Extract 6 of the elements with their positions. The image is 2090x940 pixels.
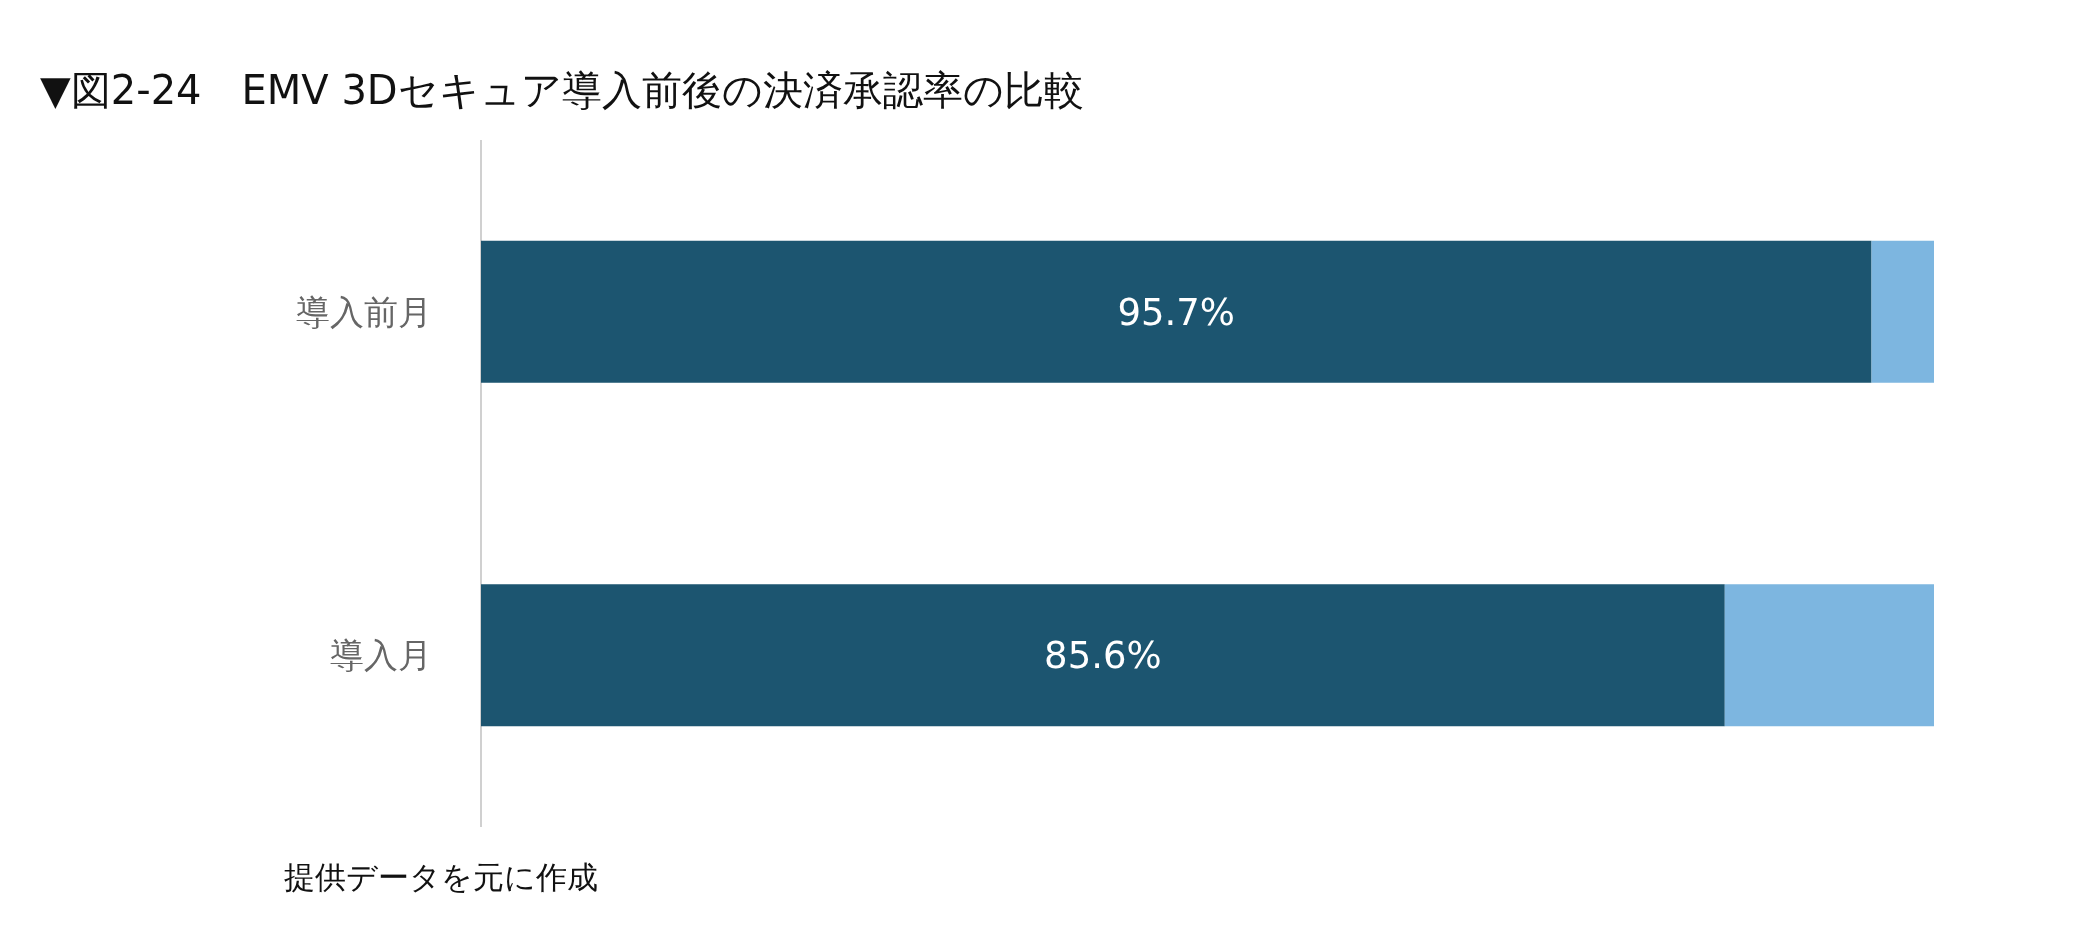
- chart-title: ▼図2-24 EMV 3Dセキュア導入前後の決済承認率の比較: [40, 67, 1084, 113]
- data-label: 85.6%: [1044, 634, 1162, 678]
- y-tick-label: 導入月: [330, 635, 432, 676]
- y-tick-label: 導入前月: [296, 291, 432, 332]
- text: 提供データを元に作成: [284, 859, 598, 895]
- data-label: 95.7%: [1117, 290, 1236, 334]
